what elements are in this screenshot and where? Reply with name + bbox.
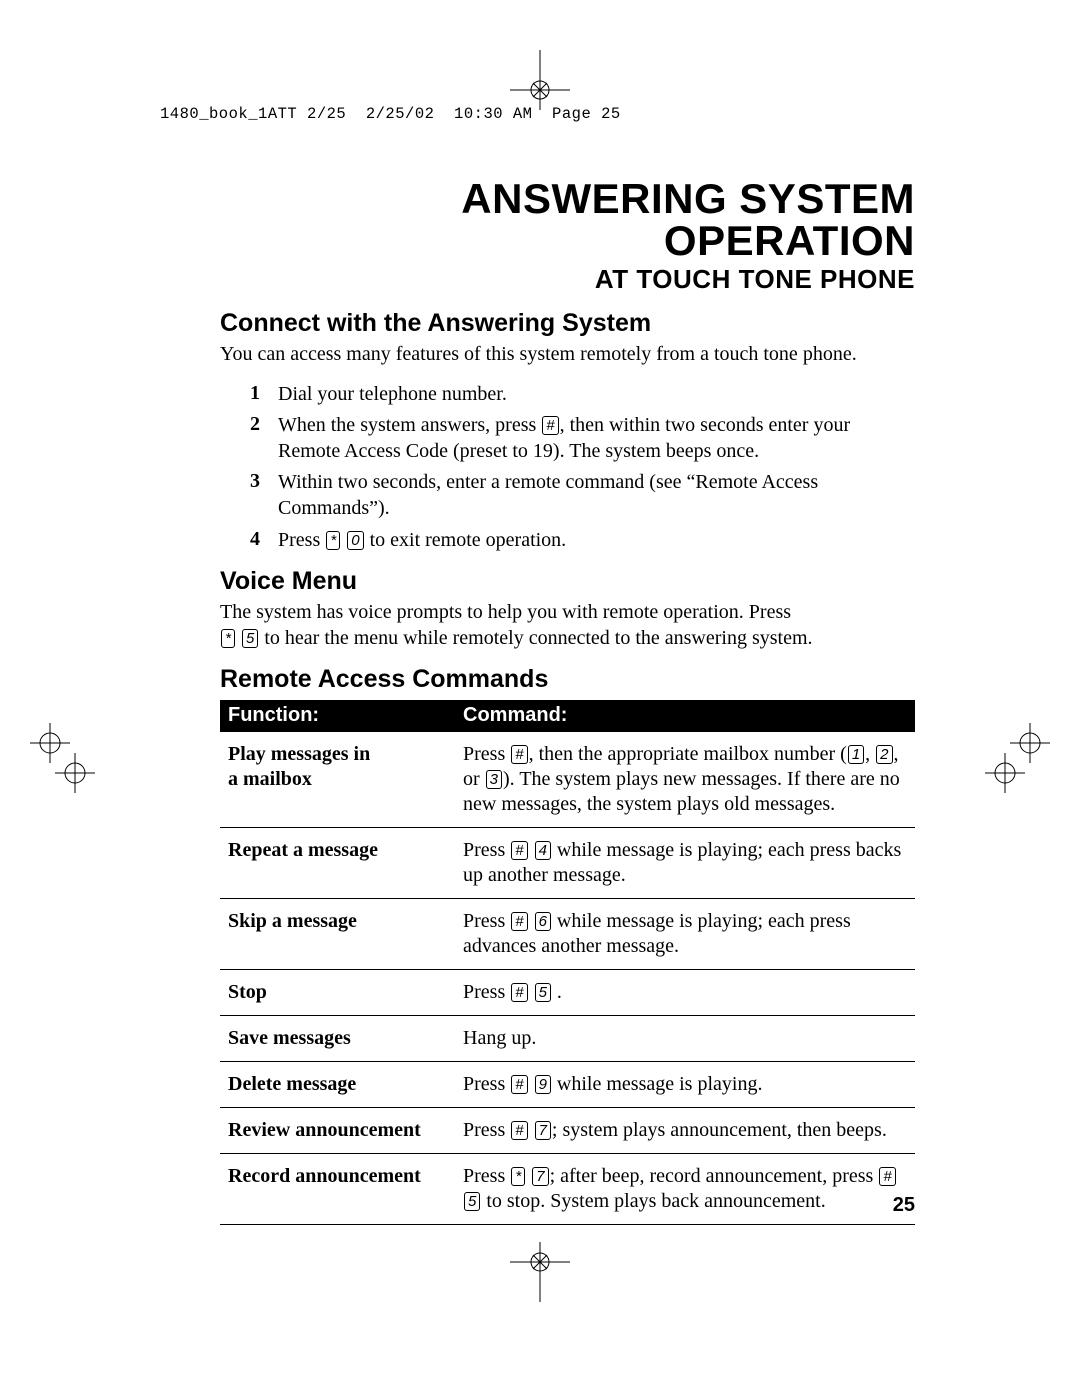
- keypad-key-icon: #: [879, 1167, 895, 1186]
- step-text: Dial your telephone number.: [278, 382, 507, 408]
- table-row: Repeat a messagePress # 4 while message …: [220, 828, 915, 899]
- keypad-key-icon: 3: [486, 770, 502, 789]
- connect-steps-list: 1Dial your telephone number.2When the sy…: [250, 382, 915, 554]
- step-text: Press * 0 to exit remote operation.: [278, 528, 566, 554]
- command-cell: Hang up.: [463, 1026, 907, 1051]
- commands-table-body: Play messages in a mailboxPress #, then …: [220, 732, 915, 1225]
- step-number: 3: [250, 470, 278, 521]
- keypad-key-icon: 7: [535, 1121, 551, 1140]
- keypad-key-icon: 2: [876, 745, 892, 764]
- function-cell: Repeat a message: [228, 838, 463, 888]
- command-cell: Press * 7; after beep, record announceme…: [463, 1164, 907, 1214]
- keypad-key-icon: *: [511, 1167, 525, 1186]
- registration-mark-left-2: [50, 748, 100, 798]
- crop-mark-bottom: [510, 1242, 570, 1302]
- keypad-key-icon: #: [511, 841, 527, 860]
- function-cell: Save messages: [228, 1026, 463, 1051]
- heading-remote-commands: Remote Access Commands: [220, 665, 915, 694]
- table-row: Review announcementPress # 7; system pla…: [220, 1108, 915, 1154]
- table-row: Delete messagePress # 9 while message is…: [220, 1062, 915, 1108]
- keypad-key-icon: 1: [848, 745, 864, 764]
- connect-intro: You can access many features of this sys…: [220, 342, 915, 368]
- keypad-key-icon: 5: [535, 983, 551, 1002]
- registration-mark-right-2: [980, 748, 1030, 798]
- command-cell: Press # 9 while message is playing.: [463, 1072, 907, 1097]
- table-row: StopPress # 5 .: [220, 970, 915, 1016]
- heading-voice-menu: Voice Menu: [220, 567, 915, 596]
- function-cell: Delete message: [228, 1072, 463, 1097]
- list-item: 4Press * 0 to exit remote operation.: [250, 528, 915, 554]
- keypad-key-icon: *: [326, 531, 340, 550]
- keypad-key-icon: #: [511, 1075, 527, 1094]
- step-text: Within two seconds, enter a remote comma…: [278, 470, 915, 521]
- command-cell: Press # 4 while message is playing; each…: [463, 838, 907, 888]
- commands-table-header: Function: Command:: [220, 700, 915, 732]
- keypad-key-icon: 0: [347, 531, 363, 550]
- table-row: Skip a messagePress # 6 while message is…: [220, 899, 915, 970]
- keypad-key-icon: 4: [535, 841, 551, 860]
- step-number: 1: [250, 382, 278, 408]
- col-header-function: Function:: [228, 704, 463, 727]
- command-cell: Press #, then the appropriate mailbox nu…: [463, 742, 907, 817]
- keypad-key-icon: #: [511, 1121, 527, 1140]
- page-subtitle: AT TOUCH TONE PHONE: [220, 264, 915, 295]
- step-text: When the system answers, press #, then w…: [278, 413, 915, 464]
- keypad-key-icon: 9: [535, 1075, 551, 1094]
- table-row: Record announcementPress * 7; after beep…: [220, 1154, 915, 1225]
- list-item: 2When the system answers, press #, then …: [250, 413, 915, 464]
- function-cell: Skip a message: [228, 909, 463, 959]
- keypad-key-icon: 6: [535, 912, 551, 931]
- voice-menu-text: The system has voice prompts to help you…: [220, 600, 915, 651]
- col-header-command: Command:: [463, 704, 907, 727]
- manual-page: 1480_book_1ATT 2/25 2/25/02 10:30 AM Pag…: [0, 0, 1080, 1397]
- keypad-key-icon: *: [221, 629, 235, 648]
- list-item: 1Dial your telephone number.: [250, 382, 915, 408]
- command-cell: Press # 6 while message is playing; each…: [463, 909, 907, 959]
- command-cell: Press # 7; system plays announcement, th…: [463, 1118, 907, 1143]
- step-number: 4: [250, 528, 278, 554]
- table-row: Save messagesHang up.: [220, 1016, 915, 1062]
- keypad-key-icon: 5: [242, 629, 258, 648]
- heading-connect: Connect with the Answering System: [220, 309, 915, 338]
- function-cell: Play messages in a mailbox: [228, 742, 463, 817]
- keypad-key-icon: #: [542, 416, 558, 435]
- list-item: 3Within two seconds, enter a remote comm…: [250, 470, 915, 521]
- crop-mark-top: [510, 50, 570, 110]
- keypad-key-icon: #: [511, 983, 527, 1002]
- keypad-key-icon: 5: [464, 1192, 480, 1211]
- table-row: Play messages in a mailboxPress #, then …: [220, 732, 915, 828]
- function-cell: Stop: [228, 980, 463, 1005]
- keypad-key-icon: 7: [532, 1167, 548, 1186]
- step-number: 2: [250, 413, 278, 464]
- page-number: 25: [893, 1194, 915, 1217]
- keypad-key-icon: #: [511, 745, 527, 764]
- page-title: ANSWERING SYSTEM OPERATION: [220, 178, 915, 262]
- command-cell: Press # 5 .: [463, 980, 907, 1005]
- function-cell: Record announcement: [228, 1164, 463, 1214]
- function-cell: Review announcement: [228, 1118, 463, 1143]
- keypad-key-icon: #: [511, 912, 527, 931]
